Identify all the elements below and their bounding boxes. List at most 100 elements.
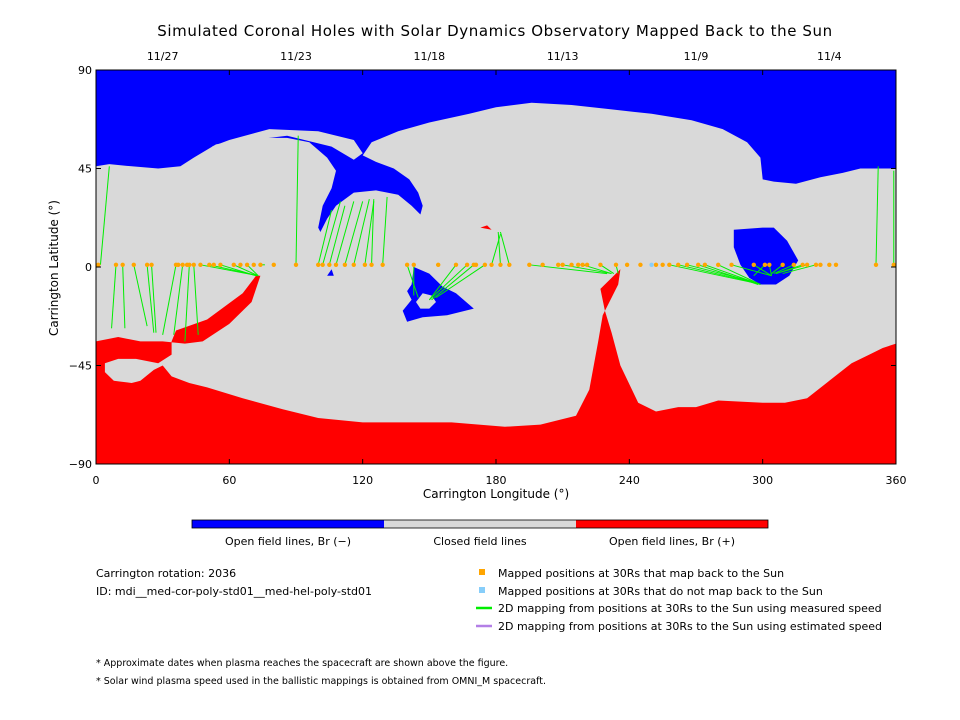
mapped-point-20 [258,262,263,268]
mapped-point-14 [211,262,216,268]
mapping-line-32 [435,264,486,299]
mapped-point-28 [351,262,356,268]
y-tick-label-4: −90 [69,458,92,471]
legend-swatch-closed [384,520,576,528]
mapped-point-26 [333,262,339,268]
date-tick-5: 11/4 [817,50,842,63]
x-tick-label-4: 240 [619,474,640,487]
y-tick-label-1: 45 [78,163,92,176]
mapped-point-32 [404,262,410,268]
legend-label-closed: Closed field lines [433,535,527,548]
mapped-point-31 [380,262,385,268]
legend-label-pos: Open field lines, Br (+) [609,535,735,548]
x-tick-label-2: 120 [352,474,373,487]
mapped-point-63 [729,262,734,268]
mapping-line-21 [344,201,364,265]
mapping-line-49 [753,264,766,277]
mapping-line-39 [600,264,615,274]
mapped-point-55 [653,262,659,268]
mapping-line-44 [698,264,759,285]
mapped-point-18 [244,262,250,268]
x-tick-label-5: 300 [752,474,773,487]
unmapped-point-0 [649,262,654,268]
mapped-point-10 [187,262,192,268]
chart-title: Simulated Coronal Holes with Solar Dynam… [157,22,833,40]
mapped-point-33 [411,262,416,268]
mapping-line-31 [431,264,475,301]
mapped-point-3 [131,262,136,268]
mapping-line-43 [686,264,757,283]
mapping-line-22 [353,199,370,265]
neg-speck-105 [327,269,334,276]
mapping-line-7 [173,264,184,335]
y-axis-label: Carrington Latitude (°) [47,200,61,336]
mapped-point-42 [507,262,512,268]
legend-estimated-label: 2D mapping from positions at 30Rs to the… [498,620,882,633]
mapped-point-65 [762,262,768,268]
mapped-point-40 [489,262,494,268]
mapped-point-11 [191,262,196,268]
plot-area [95,69,897,465]
mapped-point-1 [113,262,119,268]
mapped-point-64 [751,262,756,268]
x-tick-label-1: 60 [222,474,236,487]
mapping-line-34 [497,231,501,265]
mapped-point-7 [176,262,181,268]
mapping-line-9 [193,264,199,335]
y-axis-ticks: 90 45 0 −45 −90 [69,64,896,471]
legend-mapped-marker [479,569,485,575]
mapping-line-5 [151,264,157,333]
mapped-point-53 [624,262,630,268]
x-tick-label-0: 0 [93,474,100,487]
mapped-point-27 [342,262,348,268]
mapped-point-21 [271,262,276,268]
legend-swatch-neg [192,520,384,528]
mapped-point-0 [96,262,101,268]
y-tick-label-2: 0 [85,261,92,274]
mapping-line-55 [782,264,817,275]
date-tick-0: 11/27 [147,50,179,63]
mapped-point-56 [660,262,665,268]
legend-measured-label: 2D mapping from positions at 30Rs to the… [498,602,882,615]
note-dates: * Approximate dates when plasma reaches … [96,658,508,669]
mapped-point-44 [540,262,545,268]
mapped-point-13 [207,262,212,268]
mapping-line-17 [317,209,333,265]
mapped-point-47 [569,262,574,268]
mapping-line-48 [753,264,772,277]
mapped-point-16 [231,262,236,268]
symbol-legend: Mapped positions at 30Rs that map back t… [476,567,882,633]
mapped-point-15 [218,262,223,268]
mapped-point-52 [613,262,619,268]
mapped-point-23 [316,262,321,268]
mapped-point-75 [873,262,879,268]
mapped-point-39 [482,262,488,268]
closed-wedge-north [211,129,363,160]
mapped-point-8 [180,262,185,268]
mapped-point-71 [813,262,819,268]
mapped-point-60 [696,262,701,268]
date-tick-2: 11/18 [413,50,445,63]
mapping-line-13 [233,264,259,277]
mapping-line-52 [773,264,794,275]
date-tick-3: 11/13 [547,50,579,63]
mapped-point-43 [527,262,532,268]
mapped-point-12 [198,262,203,268]
mapped-point-25 [327,262,332,268]
mapped-point-54 [638,262,643,268]
mapped-point-5 [149,262,154,268]
legend-unmapped-marker [479,587,485,593]
mapped-point-68 [791,262,796,268]
north-polar-hole [96,70,896,232]
pos-speck-175 [480,225,492,230]
mapped-point-59 [684,262,690,268]
mapped-point-62 [716,262,721,268]
mapped-point-24 [320,262,325,268]
region-legend-bar: Open field lines, Br (−) Closed field li… [191,519,769,548]
mapped-point-69 [800,262,805,268]
mapping-line-12 [220,264,257,277]
mapped-point-4 [144,262,150,268]
mapping-line-16 [295,135,299,265]
mapping-line-47 [731,264,772,277]
